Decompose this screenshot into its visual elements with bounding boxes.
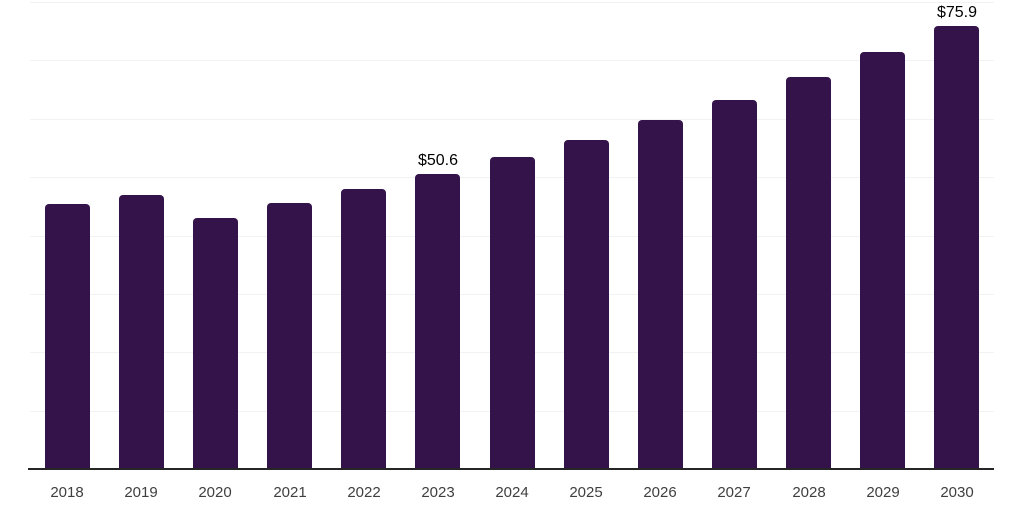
gridline-60 <box>30 119 994 120</box>
bar-2019 <box>119 195 164 469</box>
bar-2022 <box>341 189 386 469</box>
x-tick-2020: 2020 <box>198 484 232 501</box>
data-label-2030: $75.9 <box>936 4 978 21</box>
x-tick-2029: 2029 <box>866 484 900 501</box>
gridline-80 <box>30 2 994 3</box>
bar-2026 <box>638 120 683 469</box>
x-tick-2018: 2018 <box>50 484 84 501</box>
bar-2030 <box>934 26 979 469</box>
x-tick-2027: 2027 <box>717 484 751 501</box>
bar-2028 <box>786 77 831 469</box>
x-tick-2028: 2028 <box>792 484 826 501</box>
x-tick-2026: 2026 <box>643 484 677 501</box>
bar-2024 <box>490 157 535 469</box>
bar-2021 <box>267 203 312 469</box>
x-tick-2019: 2019 <box>124 484 158 501</box>
x-tick-2024: 2024 <box>495 484 529 501</box>
bar-2018 <box>45 204 90 469</box>
bar-2020 <box>193 218 238 469</box>
bar-2025 <box>564 140 609 469</box>
x-tick-2021: 2021 <box>273 484 307 501</box>
bar-2027 <box>712 100 757 469</box>
x-tick-2030: 2030 <box>940 484 974 501</box>
x-tick-2025: 2025 <box>569 484 603 501</box>
x-tick-2022: 2022 <box>347 484 381 501</box>
x-axis-line <box>28 468 994 470</box>
bar-2023 <box>415 174 460 469</box>
bar-2029 <box>860 52 905 469</box>
x-tick-2023: 2023 <box>421 484 455 501</box>
gridline-70 <box>30 60 994 61</box>
data-label-2023: $50.6 <box>417 152 459 169</box>
